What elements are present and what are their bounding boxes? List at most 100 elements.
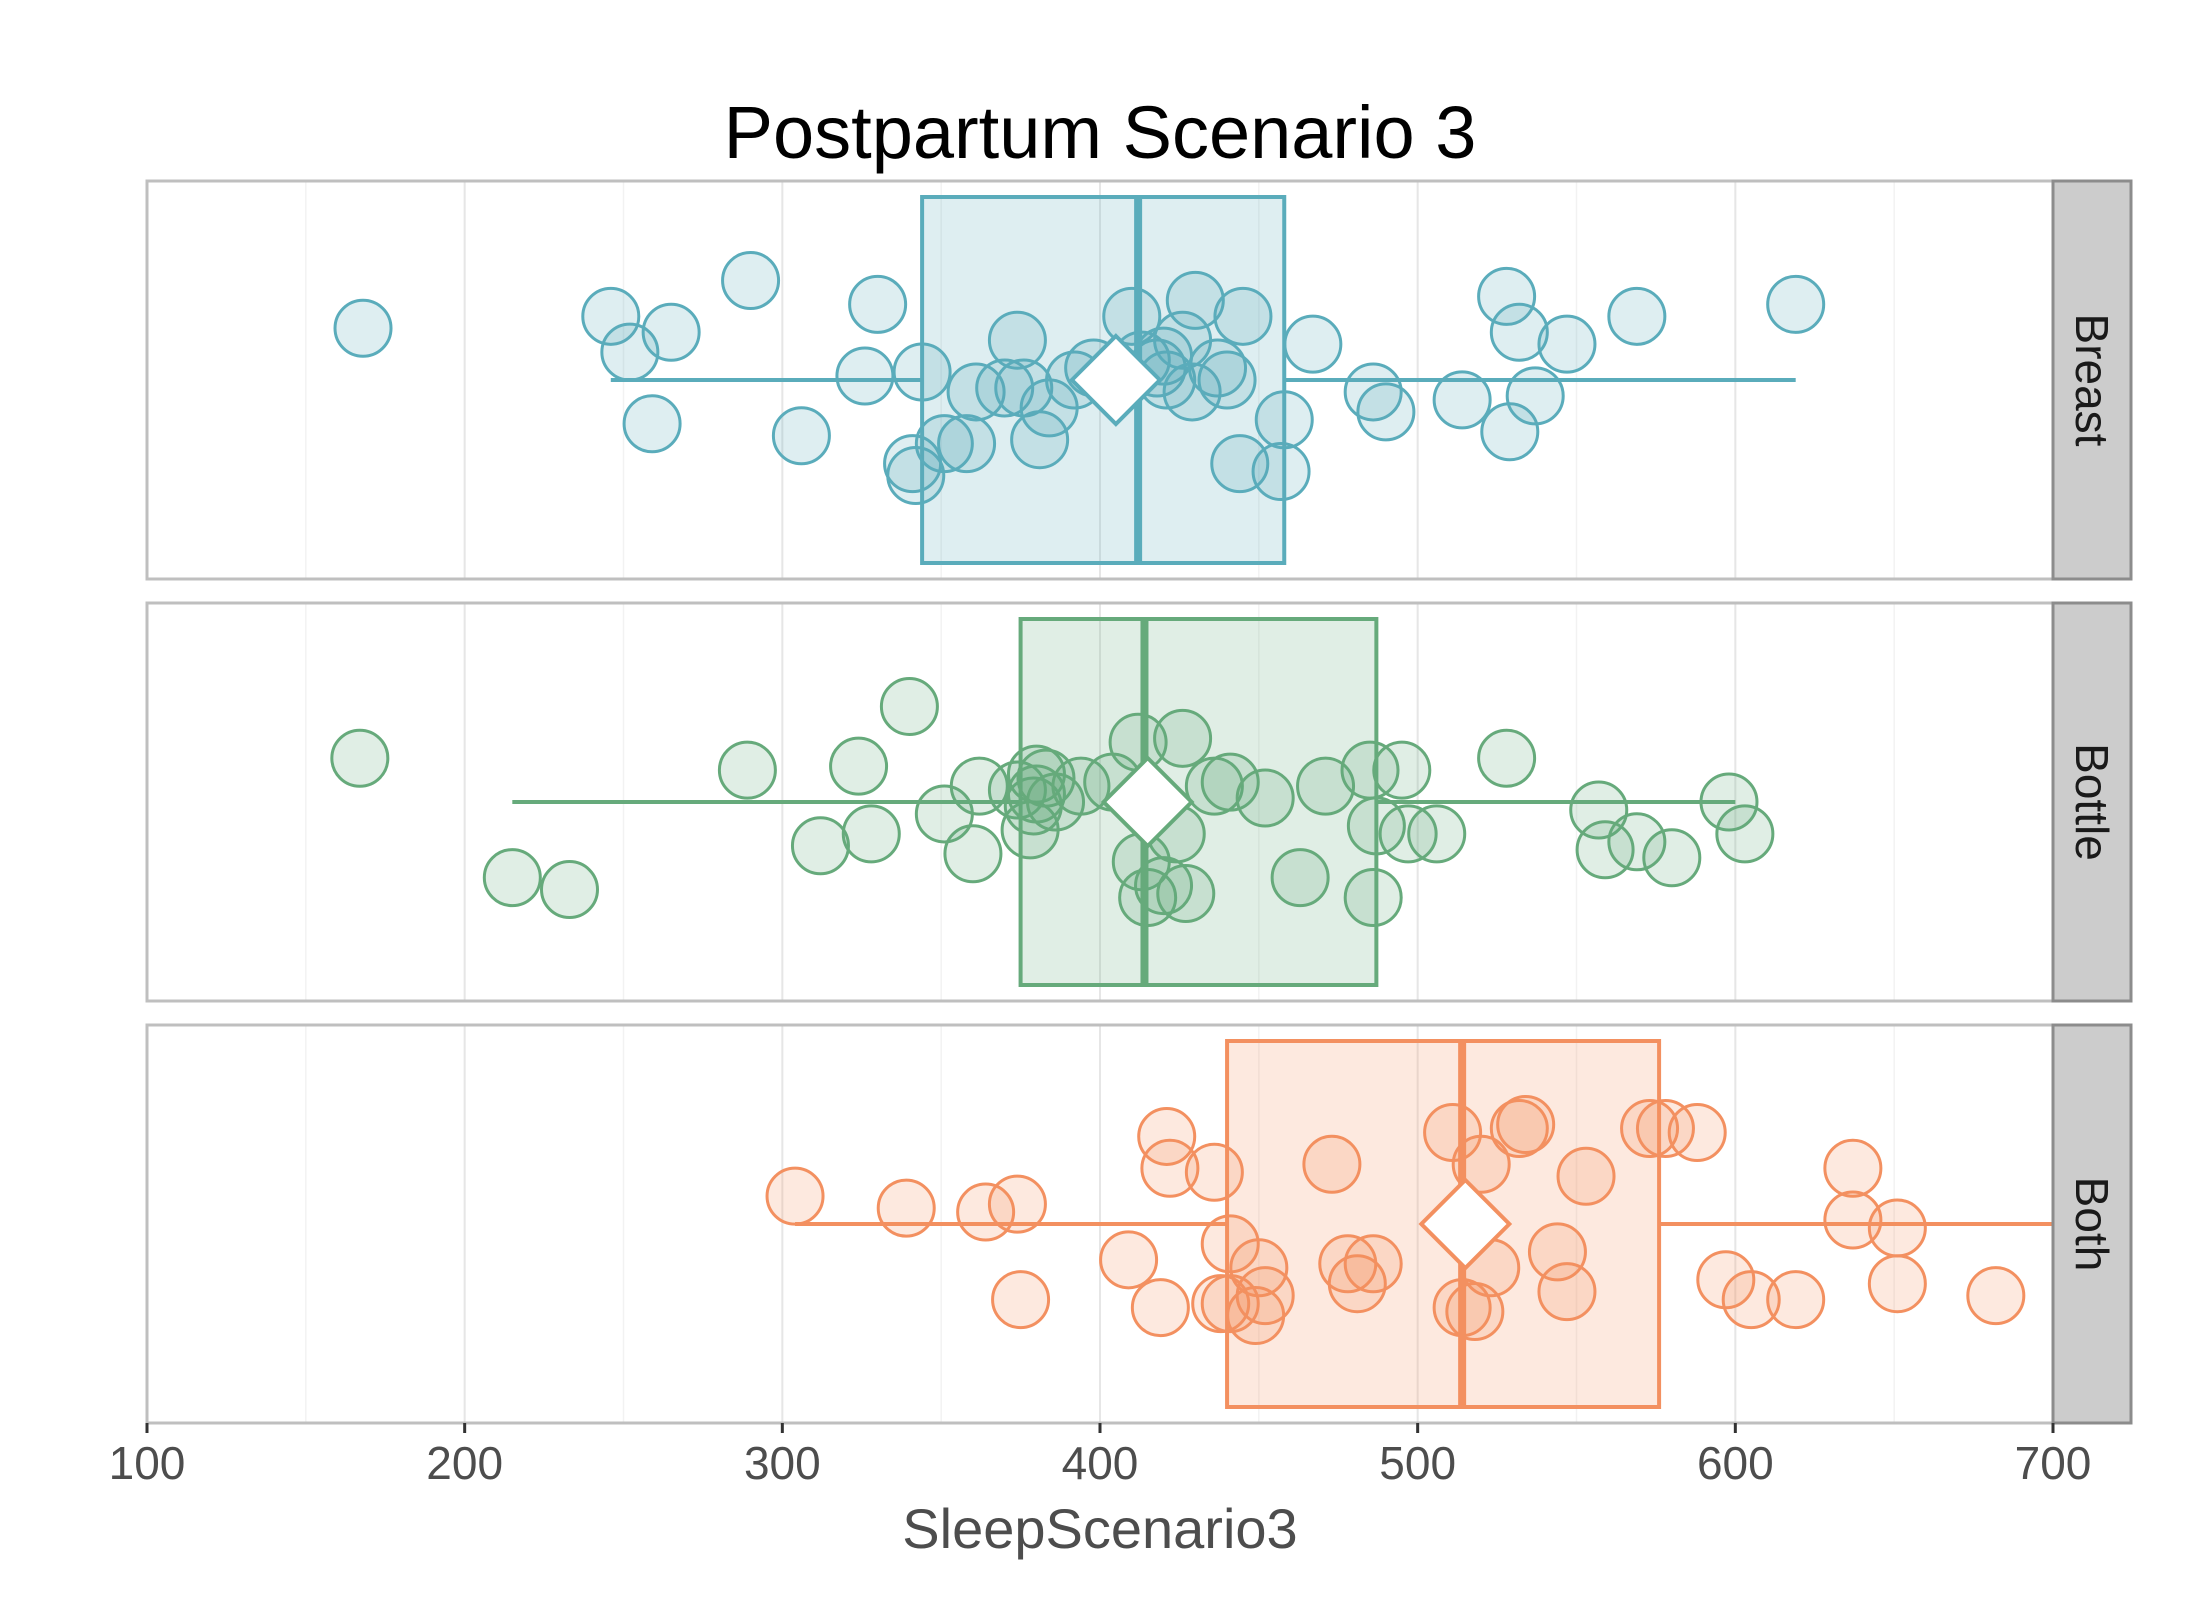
data-point [975, 358, 1035, 418]
data-point [1165, 270, 1225, 330]
data-point [1010, 410, 1070, 470]
x-tick-label: 200 [426, 1437, 503, 1489]
data-point [1642, 828, 1702, 888]
data-point [1327, 1254, 1387, 1314]
data-point [879, 676, 939, 736]
data-point [765, 1166, 825, 1226]
data-point [1635, 1098, 1695, 1158]
data-point [876, 1178, 936, 1238]
data-point [1162, 362, 1222, 422]
data-point [1721, 1270, 1781, 1330]
data-point [581, 286, 641, 346]
data-point [1156, 864, 1216, 924]
data-point [892, 342, 952, 402]
data-point [1867, 1198, 1927, 1258]
data-point [1213, 286, 1273, 346]
data-point [1356, 382, 1416, 442]
data-point [987, 760, 1047, 820]
data-point [1505, 366, 1565, 426]
data-point [1254, 390, 1314, 450]
facet-label: Breast [2066, 314, 2118, 447]
facet-strip [2051, 1023, 2133, 1425]
data-point [1235, 768, 1295, 828]
data-point [1451, 1134, 1511, 1194]
x-axis-title: SleepScenario3 [902, 1497, 1297, 1560]
data-point [914, 414, 974, 474]
data-point [835, 346, 895, 406]
data-point [1537, 314, 1597, 374]
data-point [790, 816, 850, 876]
data-point [333, 298, 393, 358]
panel-breast: Breast [145, 179, 2133, 581]
data-point [1188, 338, 1248, 398]
data-point [1016, 748, 1076, 808]
data-point [1407, 804, 1467, 864]
panels: Breast Bottle Both [145, 179, 2133, 1425]
data-point [1766, 274, 1826, 334]
data-point [1251, 442, 1311, 502]
data-point [937, 414, 997, 474]
data-point [482, 848, 542, 908]
x-tick-label: 500 [1379, 1437, 1456, 1489]
data-point [1766, 1270, 1826, 1330]
data-point [721, 251, 781, 310]
chart-title: Postpartum Scenario 3 [724, 91, 1477, 174]
data-point [1477, 266, 1537, 326]
data-point [991, 1270, 1051, 1330]
data-point [1489, 302, 1549, 362]
data-point [330, 728, 390, 788]
data-point [1715, 804, 1775, 864]
data-point [987, 1174, 1047, 1234]
data-point [1372, 740, 1432, 800]
mean-diamond [1069, 333, 1163, 427]
x-tick-label: 100 [109, 1437, 186, 1489]
data-point [1197, 350, 1257, 410]
data-point [1302, 1134, 1362, 1194]
data-point [1477, 728, 1537, 788]
data-point [641, 302, 701, 362]
x-tick-label: 700 [2015, 1437, 2092, 1489]
data-point [1556, 1146, 1616, 1206]
data-point [717, 740, 777, 800]
data-point [1537, 1262, 1597, 1322]
x-tick-label: 300 [744, 1437, 821, 1489]
facet-strip [2051, 601, 2133, 1003]
data-point [949, 756, 1009, 816]
facet-label: Bottle [2066, 743, 2118, 861]
data-point [1432, 370, 1492, 430]
data-point [1140, 1138, 1200, 1198]
data-point [1200, 752, 1260, 812]
data-point [1867, 1254, 1927, 1314]
data-point [539, 860, 599, 920]
panel-bottle: Bottle [145, 601, 2133, 1003]
data-point [1235, 1266, 1295, 1326]
facet-strip [2051, 179, 2133, 581]
data-point [1184, 1142, 1244, 1202]
data-point [1343, 1234, 1403, 1294]
data-point [841, 804, 901, 864]
data-point [1130, 1278, 1190, 1338]
data-point [1137, 1106, 1197, 1166]
panel-both: Both [145, 1023, 2133, 1425]
data-point [1270, 848, 1330, 908]
data-point [1296, 756, 1356, 816]
data-point [1102, 286, 1162, 346]
data-point [1966, 1266, 2026, 1326]
data-point [1823, 1190, 1883, 1250]
data-point [1667, 1102, 1727, 1162]
data-point [1607, 286, 1667, 346]
mean-diamond [1418, 1177, 1513, 1271]
mean-diamond [1100, 755, 1195, 849]
data-point [1823, 1138, 1883, 1198]
data-point [1343, 868, 1403, 928]
x-tick-label: 600 [1697, 1437, 1774, 1489]
data-point [1496, 1095, 1556, 1154]
data-point [848, 274, 908, 334]
data-point [622, 394, 682, 454]
x-tick-label: 400 [1062, 1437, 1139, 1489]
data-point [1283, 314, 1343, 374]
data-point [829, 736, 889, 796]
x-axis: 100 200 300 400 500 600 700 [109, 1423, 2092, 1489]
data-point [1051, 756, 1111, 816]
